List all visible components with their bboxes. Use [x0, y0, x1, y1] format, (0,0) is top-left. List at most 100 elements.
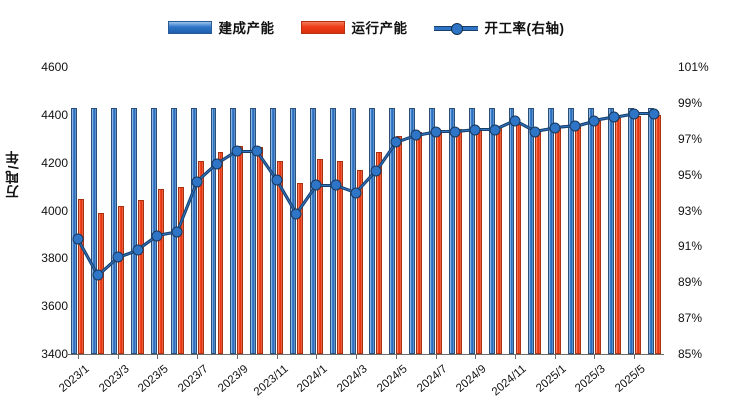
operating-rate-line-segment: [236, 149, 257, 153]
operating-rate-marker: [588, 115, 600, 127]
x-axis-label: 2024/7: [414, 363, 450, 395]
bar-operating-capacity: [495, 126, 502, 354]
operating-rate-marker: [112, 251, 124, 263]
bar-built-capacity: [647, 107, 654, 354]
x-axis-label: 2023/5: [136, 363, 172, 395]
bar-operating-capacity: [296, 183, 303, 354]
bar-built-capacity: [369, 107, 376, 354]
bar-built-capacity: [71, 107, 78, 354]
bar-operating-capacity: [138, 199, 144, 354]
bar-built-capacity: [190, 107, 197, 354]
legend-line-marker-icon: [433, 22, 478, 35]
operating-rate-marker: [271, 174, 283, 186]
bar-operating-capacity: [575, 124, 582, 354]
x-axis-label: 2024/11: [489, 363, 529, 399]
y-axis-title: 万吨/年: [6, 150, 21, 199]
operating-rate-line-segment: [634, 112, 655, 116]
y-tick-right: 95%: [678, 167, 703, 182]
y-tick-right: 91%: [678, 239, 703, 254]
x-axis-label: 2024/1: [295, 363, 331, 395]
legend-item-operating-capacity[interactable]: 运行产能: [300, 17, 408, 37]
y-tick-right: 99%: [678, 95, 703, 110]
x-tick: [475, 354, 477, 359]
operating-rate-marker: [132, 244, 144, 256]
y-tick-left: 3400: [41, 347, 68, 361]
chart-legend: 建成产能 运行产能 开工率(右轴): [0, 14, 732, 40]
y-tick-left: 3600: [41, 299, 68, 314]
y-tick-right: 93%: [678, 203, 703, 218]
operating-rate-marker: [92, 269, 104, 281]
x-axis-label: 2024/3: [335, 363, 370, 395]
x-tick: [554, 354, 556, 359]
legend-swatch-red-icon: [300, 20, 345, 34]
bar-operating-capacity: [197, 161, 204, 354]
operating-rate-marker: [171, 226, 183, 238]
bar-built-capacity: [270, 107, 277, 354]
x-tick: [594, 354, 596, 359]
bar-operating-capacity: [257, 147, 264, 354]
bar-operating-capacity: [336, 161, 343, 354]
bar-built-capacity: [131, 107, 138, 354]
bar-operating-capacity: [177, 186, 184, 354]
x-tick: [117, 354, 119, 359]
bar-operating-capacity: [98, 212, 105, 354]
bar-operating-capacity: [535, 129, 542, 354]
operating-rate-marker: [72, 233, 84, 245]
bar-operating-capacity: [237, 145, 244, 354]
x-tick: [236, 354, 238, 359]
bar-built-capacity: [528, 107, 535, 354]
bar-operating-capacity: [614, 118, 621, 354]
legend-label-operating-capacity: 运行产能: [351, 21, 408, 36]
x-axis-label: 2025/1: [533, 363, 569, 395]
legend-label-built-capacity: 建成产能: [218, 21, 275, 36]
legend-item-built-capacity[interactable]: 建成产能: [167, 17, 275, 37]
operating-rate-marker: [410, 129, 422, 141]
x-tick: [316, 354, 318, 359]
x-axis-label: 2024/5: [374, 363, 410, 395]
y-tick-right: 101%: [678, 60, 709, 74]
bar-operating-capacity: [277, 161, 284, 354]
bar-operating-capacity: [436, 130, 442, 354]
bar-operating-capacity: [316, 159, 323, 354]
bar-built-capacity: [230, 107, 237, 354]
bar-built-capacity: [290, 107, 296, 354]
operating-rate-marker: [529, 126, 541, 138]
operating-rate-marker: [509, 115, 521, 127]
x-axis-label: 2023/11: [251, 363, 291, 399]
operating-rate-marker: [251, 145, 263, 157]
operating-rate-marker: [449, 126, 461, 138]
bar-built-capacity: [309, 107, 316, 354]
x-tick: [356, 354, 358, 359]
bar-built-capacity: [111, 107, 118, 354]
x-tick: [515, 354, 516, 359]
operating-rate-marker: [330, 179, 342, 191]
x-tick: [435, 354, 437, 359]
bar-operating-capacity: [634, 116, 641, 354]
y-tick-right: 89%: [678, 275, 703, 290]
operating-rate-marker: [370, 165, 382, 177]
legend-item-operating-rate[interactable]: 开工率(右轴): [433, 17, 565, 37]
bar-built-capacity: [468, 107, 475, 354]
operating-rate-marker: [350, 187, 362, 199]
bar-operating-capacity: [376, 151, 383, 354]
x-tick: [276, 354, 278, 359]
bar-operating-capacity: [396, 136, 403, 354]
bar-built-capacity: [250, 107, 257, 354]
operating-rate-marker: [549, 122, 561, 134]
operating-rate-marker: [310, 179, 322, 191]
bar-operating-capacity: [654, 114, 661, 354]
bar-built-capacity: [588, 107, 594, 354]
bar-built-capacity: [409, 107, 416, 354]
y-tick-left: 4000: [41, 203, 68, 218]
operating-rate-marker: [469, 124, 481, 136]
operating-rate-marker: [648, 108, 660, 120]
operating-rate-marker: [628, 108, 640, 120]
operating-rate-marker: [290, 208, 302, 220]
y-tick-right: 85%: [678, 347, 703, 361]
y-tick-left: 4400: [41, 107, 68, 122]
bar-built-capacity: [210, 107, 217, 354]
bar-built-capacity: [429, 107, 436, 354]
operating-rate-marker: [231, 145, 243, 157]
bar-built-capacity: [448, 107, 455, 354]
